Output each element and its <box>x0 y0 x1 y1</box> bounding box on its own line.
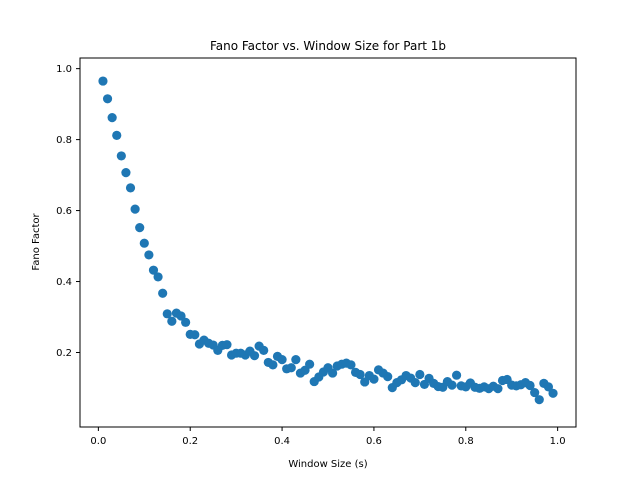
data-point <box>451 370 462 380</box>
data-point <box>125 183 136 193</box>
data-point <box>543 382 554 392</box>
data-point <box>249 351 260 361</box>
data-point <box>530 387 540 398</box>
data-point <box>162 309 172 319</box>
x-tick-label: 0.8 <box>458 436 474 447</box>
data-point <box>305 359 315 369</box>
axes-frame <box>79 57 577 428</box>
data-point <box>112 130 122 140</box>
data-point <box>190 330 200 340</box>
x-tick-label: 1.0 <box>550 436 566 447</box>
x-tick-label: 0.4 <box>274 436 290 447</box>
x-tick-label: 0.6 <box>366 436 382 447</box>
data-point <box>116 151 126 161</box>
y-tick-label: 0.2 <box>56 348 72 359</box>
data-point <box>148 265 159 275</box>
data-point <box>135 223 145 233</box>
data-point <box>277 354 287 365</box>
y-axis-label: Fano Factor <box>31 213 42 271</box>
data-point <box>525 380 535 391</box>
data-point <box>107 113 117 123</box>
data-point <box>181 317 191 327</box>
data-point <box>102 94 113 104</box>
data-point <box>222 340 232 350</box>
data-point <box>139 238 149 248</box>
data-point <box>130 204 140 214</box>
data-point <box>268 360 278 370</box>
data-point <box>144 250 154 260</box>
data-point <box>291 354 301 365</box>
data-point <box>176 311 186 321</box>
chart-title: Fano Factor vs. Window Size for Part 1b <box>210 39 446 53</box>
data-point <box>259 345 269 355</box>
x-tick-label: 0.2 <box>182 436 198 447</box>
y-tick-label: 1.0 <box>56 64 72 75</box>
data-point <box>286 363 296 373</box>
data-point <box>493 384 503 394</box>
data-point <box>327 368 338 378</box>
data-point <box>346 360 356 370</box>
data-point <box>383 372 393 382</box>
x-axis-label: Window Size (s) <box>288 459 367 470</box>
y-tick-label: 0.8 <box>56 135 72 146</box>
data-point <box>410 378 420 388</box>
data-point <box>153 272 163 282</box>
data-point <box>447 380 457 390</box>
y-tick-label: 0.4 <box>56 277 72 288</box>
data-point <box>534 395 544 405</box>
data-point <box>369 374 379 384</box>
data-point <box>167 316 177 326</box>
data-point <box>355 369 365 380</box>
y-tick-label: 0.6 <box>56 206 72 217</box>
axes: 0.0 0.2 0.4 0.6 0.8 1.0 0.2 0.4 0.6 0.8 1.0 <box>56 57 577 447</box>
data-point <box>548 388 558 398</box>
data-point <box>415 369 425 380</box>
data-point <box>360 377 370 387</box>
data-point <box>158 288 168 298</box>
x-tick-label: 0.0 <box>90 436 106 447</box>
data-points <box>98 76 558 405</box>
data-point <box>121 168 131 178</box>
data-point <box>98 76 108 86</box>
